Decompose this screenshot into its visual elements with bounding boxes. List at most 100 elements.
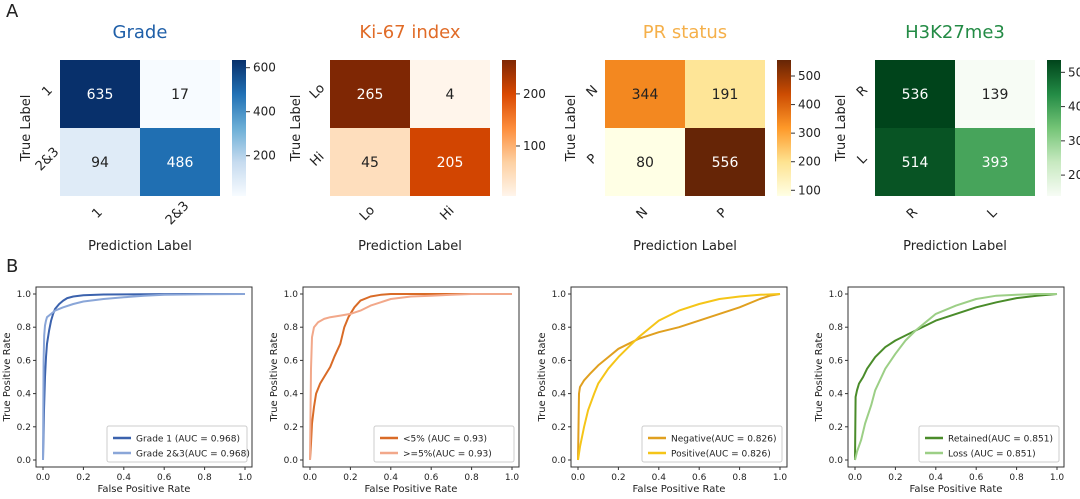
cm-colorbar	[232, 60, 246, 196]
x-tick-label: 0.8	[464, 473, 479, 483]
cm-cell-value: 80	[636, 155, 654, 171]
roc-curve-1	[854, 293, 1058, 461]
y-tick-label: 0.2	[284, 423, 298, 433]
cm-colorbar-tick-label: 600	[253, 61, 276, 75]
y-tick-label: 0.4	[829, 390, 844, 400]
cm-title: PR status	[643, 22, 727, 43]
cm-cell-value: 536	[902, 87, 929, 103]
cm-cell	[140, 60, 220, 128]
cm-row-label: N	[584, 83, 601, 100]
x-axis-label: False Positive Rate	[910, 484, 1003, 495]
roc-curve-1	[309, 293, 512, 461]
y-tick-label: 0.8	[829, 323, 844, 333]
legend-label: >=5%(AUC = 0.93)	[403, 450, 492, 460]
cm-cell-value: 191	[712, 87, 739, 103]
roc-plot-1: 0.0 0.0 0.2 0.2 0.4 0.4 0.6 0.6 0.8 0.8 1.0 1.0 Fals…	[2, 286, 253, 495]
panel-label-b: B	[6, 256, 18, 277]
cm-cell	[330, 60, 410, 128]
legend-label: Grade 1 (AUC = 0.968)	[136, 435, 240, 445]
x-tick-label: 0.8	[1009, 473, 1024, 483]
cm-colorbar	[502, 60, 516, 196]
x-tick-label: 0.6	[157, 473, 172, 483]
cm-ylabel: True Label	[834, 95, 849, 163]
cm-xlabel: Prediction Label	[633, 239, 737, 254]
cm-colorbar-tick-label: 200	[253, 149, 276, 163]
cm-col-label: Lo	[357, 203, 378, 224]
x-tick-label: 1.0	[773, 473, 788, 483]
x-tick-label: 0.6	[692, 473, 707, 483]
y-tick-label: 1.0	[829, 290, 844, 300]
roc-curves: 0.0 0.0 0.2 0.2 0.4 0.4 0.6 0.6 0.8 0.8 1.0 1.0 Fals…	[2, 286, 1065, 495]
roc-plot-2: 0.0 0.0 0.2 0.2 0.4 0.4 0.6 0.6 0.8 0.8 1.0 1.0 Fals…	[269, 286, 520, 495]
y-tick-label: 0.0	[17, 456, 32, 466]
y-tick-label: 0.4	[284, 390, 299, 400]
x-tick-label: 0.0	[303, 473, 318, 483]
cm-row-label: Lo	[307, 81, 328, 102]
legend-box	[918, 425, 1060, 463]
cm-colorbar-tick-label: 500	[798, 69, 821, 83]
legend-label: Positive(AUC = 0.826)	[671, 450, 771, 460]
cm-title: H3K27me3	[905, 22, 1005, 43]
roc-curve-2	[309, 293, 512, 461]
y-tick-label: 0.2	[17, 423, 31, 433]
cm-row-label: R	[854, 83, 871, 100]
cm-cell-value: 17	[171, 87, 189, 103]
cm-colorbar-tick-label: 400	[798, 98, 821, 112]
roc-curve-2	[42, 293, 246, 461]
x-tick-label: 0.8	[732, 473, 747, 483]
cm-cell-value: 94	[91, 155, 109, 171]
y-tick-label: 0.0	[552, 456, 567, 466]
cm-xlabel: Prediction Label	[358, 239, 462, 254]
cm-cell	[955, 128, 1035, 196]
panel-label-a: A	[6, 1, 19, 22]
x-tick-label: 1.0	[505, 473, 520, 483]
cm-colorbar-tick-label: 200	[1068, 168, 1080, 182]
cm-cell	[60, 128, 140, 196]
cm-xlabel: Prediction Label	[88, 239, 192, 254]
x-tick-label: 0.2	[76, 473, 90, 483]
cm-row-label: L	[855, 151, 871, 167]
x-tick-label: 0.2	[611, 473, 625, 483]
roc-curve-2	[577, 293, 781, 461]
cm-cell	[685, 60, 765, 128]
x-tick-label: 0.2	[343, 473, 357, 483]
y-tick-label: 1.0	[17, 290, 32, 300]
cm-cell-value: 45	[361, 155, 379, 171]
cm-col-label: 2&3	[163, 199, 192, 228]
y-tick-label: 0.4	[17, 390, 32, 400]
x-tick-label: 0.6	[969, 473, 984, 483]
x-tick-label: 0.6	[424, 473, 439, 483]
cm-col-label: R	[904, 205, 921, 222]
legend-label: Negative(AUC = 0.826)	[671, 435, 776, 445]
cm-cell	[410, 60, 490, 128]
cm-cell	[410, 128, 490, 196]
y-tick-label: 0.2	[552, 423, 566, 433]
x-tick-label: 1.0	[238, 473, 253, 483]
x-tick-label: 0.2	[888, 473, 902, 483]
y-axis-label: True Positive Rate	[537, 332, 548, 422]
cm-row-label: 1	[39, 83, 55, 99]
cm-cell	[875, 128, 955, 196]
cm-row-label: P	[584, 151, 600, 167]
y-tick-label: 0.8	[17, 323, 32, 333]
x-tick-label: 0.0	[571, 473, 586, 483]
cm-cell-value: 265	[357, 87, 384, 103]
cm-cell	[60, 60, 140, 128]
cm-cell-value: 4	[446, 87, 455, 103]
cm-cell-value: 139	[982, 87, 1009, 103]
cm-colorbar	[1047, 60, 1061, 196]
x-tick-label: 0.4	[929, 473, 944, 483]
cm-cell-value: 556	[712, 155, 739, 171]
cm-col-label: Hi	[437, 203, 457, 223]
cm-ylabel: True Label	[19, 95, 34, 163]
confusion-matrix-4: H3K27me3 536 139 514 393 R R L L True Label Predic…	[834, 22, 1080, 254]
x-tick-label: 0.8	[197, 473, 212, 483]
y-tick-label: 0.8	[552, 323, 567, 333]
y-axis-label: True Positive Rate	[269, 332, 280, 422]
cm-cell-value: 393	[982, 155, 1009, 171]
cm-colorbar-tick-label: 100	[523, 139, 546, 153]
y-tick-label: 0.6	[552, 356, 567, 366]
